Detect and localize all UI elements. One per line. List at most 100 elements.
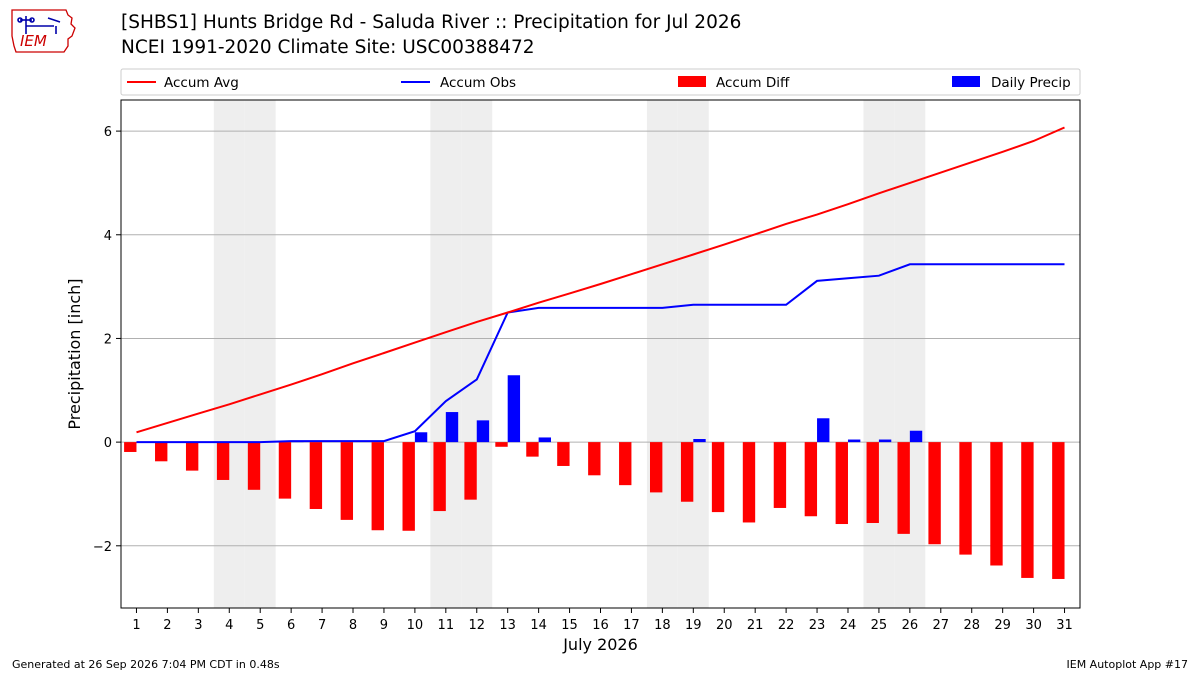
x-tick-label: 14 [530,618,547,633]
accum-diff-bar [742,442,756,523]
x-tick-label: 15 [561,618,578,633]
accum-diff-bar [526,442,539,457]
accum-obs-legend-label: Accum Obs [440,75,516,91]
accum-diff-bar [1021,442,1034,578]
generated-timestamp: Generated at 26 Sep 2026 7:04 PM CDT in … [12,658,280,671]
x-tick-label: 23 [809,618,826,633]
app-label: IEM Autoplot App #17 [1066,658,1189,671]
weekend-band [646,100,678,608]
x-tick-label: 20 [716,618,733,633]
accum-diff-bar [773,442,787,508]
accum-diff-bar [619,442,632,486]
x-tick-label: 13 [499,618,516,633]
weekend-band [244,100,276,608]
x-tick-label: 7 [318,618,326,633]
x-tick-label: 18 [654,618,671,633]
accum-diff-bar [402,442,415,531]
daily-precip-bar [414,432,428,443]
accum-obs-line [136,263,1065,444]
iowa-outline-icon [11,9,76,53]
accum-diff-bar [649,442,663,493]
accum-diff-bar [804,442,818,517]
x-tick-label: 6 [287,618,295,633]
daily-precip-legend-label: Daily Precip [991,75,1071,91]
logo-text: IEM [20,32,47,50]
x-tick-label: 8 [349,618,357,633]
x-tick-label: 9 [380,618,388,633]
accum-diff-bar [680,442,694,502]
y-tick-label: 4 [104,229,112,244]
accum-diff-bar [990,442,1003,566]
accum-diff-bar [371,442,384,531]
x-tick-label: 24 [840,618,857,633]
accum-avg-legend-label: Accum Avg [164,75,239,91]
accum-diff-bar [340,442,354,520]
x-tick-label: 17 [623,618,640,633]
x-tick-label: 30 [1025,618,1042,633]
accum-diff-bar [897,442,910,534]
daily-precip-bar [445,412,459,443]
accum-avg-line [136,126,1065,434]
accum-diff-bar [278,442,292,499]
daily-precip-bar [693,439,706,443]
y-tick-label: 0 [104,436,112,451]
daily-precip-bar [909,430,923,443]
x-tick-label: 29 [994,618,1011,633]
weekend-band [863,100,895,608]
x-tick-label: 28 [963,618,980,633]
x-tick-label: 3 [194,618,202,633]
weekend-band [677,100,709,608]
accum-diff-bar [1052,442,1065,579]
accum-diff-bar [464,442,477,500]
weekend-band [461,100,493,608]
x-tick-label: 1 [132,618,140,633]
y-tick-label: −2 [93,540,112,555]
accum-diff-bar [557,442,570,466]
y-tick-label: 6 [104,125,112,140]
chart-title: [SHBS1] Hunts Bridge Rd - Saluda River :… [121,12,742,33]
accum-diff-bar [835,442,848,525]
x-tick-label: 25 [871,618,888,633]
accum-diff-bar [866,442,879,523]
chart-subtitle: NCEI 1991-2020 Climate Site: USC00388472 [121,37,535,58]
x-tick-label: 19 [685,618,702,633]
x-tick-label: 22 [778,618,795,633]
daily-precip-bar [878,439,892,443]
accum-diff-bar [247,442,261,490]
y-tick-label: 2 [104,332,112,347]
accum-diff-bar [495,442,508,447]
accum-diff-bar [959,442,972,555]
daily-precip-bar [538,437,552,443]
x-tick-label: 2 [163,618,171,633]
daily-precip-bar [847,439,861,443]
daily-precip-bar [476,420,490,443]
legend-box [120,68,1081,96]
x-tick-label: 11 [438,618,455,633]
x-tick-label: 16 [592,618,609,633]
x-tick-label: 10 [407,618,424,633]
accum-diff-legend-swatch [678,76,706,87]
accum-diff-legend-label: Accum Diff [716,75,790,91]
weather-instrument-icon [17,16,61,34]
accum-diff-bar [124,442,137,452]
x-tick-label: 12 [468,618,485,633]
accum-diff-bar [155,442,168,462]
accum-diff-bar [711,442,725,513]
x-tick-label: 31 [1056,618,1073,633]
accum-diff-bar [588,442,601,476]
x-tick-label: 5 [256,618,264,633]
x-tick-label: 27 [933,618,950,633]
weekend-band [430,100,462,608]
x-axis-label: July 2026 [562,635,638,654]
x-tick-label: 21 [747,618,764,633]
legend: Accum Avg Accum Obs Accum Diff Daily Precip [120,68,1081,96]
accum-diff-bar [185,442,199,471]
accum-diff-bar [928,442,941,545]
daily-precip-bar [507,375,521,443]
accum-diff-bar [216,442,230,480]
y-axis-label: Precipitation [inch] [65,278,84,429]
daily-precip-bar [817,418,830,443]
x-tick-label: 26 [902,618,919,633]
weekend-band [213,100,245,608]
